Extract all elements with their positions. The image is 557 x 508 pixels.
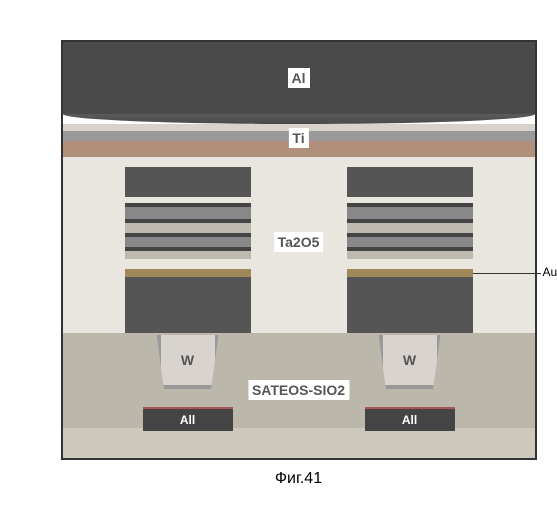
tungsten-via-left: W: [157, 335, 219, 389]
al-top-label: Al: [288, 68, 310, 88]
bragg-stack-right: [347, 167, 473, 333]
al-bottom-label: All: [180, 413, 195, 427]
au-ta-leader: [473, 273, 541, 274]
tungsten-via-right: W: [379, 335, 441, 389]
bragg-layer: [347, 223, 473, 233]
base-layer: [63, 428, 535, 458]
bragg-layer: [125, 207, 251, 219]
al-bottom-left: All: [143, 407, 233, 431]
bragg-layer: [347, 269, 473, 277]
w-label: W: [403, 352, 416, 368]
bragg-layer: [347, 277, 473, 333]
sateos-label: SATEOS-SIO2: [248, 380, 349, 400]
bragg-layer: [125, 167, 251, 197]
bragg-layer: [347, 207, 473, 219]
bragg-stack-left: [125, 167, 251, 333]
bragg-layer: [125, 259, 251, 269]
bragg-layer: [125, 237, 251, 247]
bragg-layer: [347, 167, 473, 197]
figure-caption: Фиг.41: [20, 470, 557, 488]
al-bottom-label: All: [402, 413, 417, 427]
w-label: W: [181, 352, 194, 368]
bragg-layer: [125, 251, 251, 259]
bragg-layer: [347, 237, 473, 247]
bragg-layer: [125, 223, 251, 233]
al-wave-layer: [63, 114, 535, 124]
al-bottom-right: All: [365, 407, 455, 431]
bragg-layer: [347, 259, 473, 269]
bragg-layer: [125, 269, 251, 277]
au-ta-annotation: Au/Ta: [543, 265, 557, 279]
ti-label: Ti: [288, 128, 308, 148]
bragg-layer: [347, 251, 473, 259]
bragg-layer: [125, 277, 251, 333]
ta2o5-label: Ta2O5: [274, 232, 324, 252]
